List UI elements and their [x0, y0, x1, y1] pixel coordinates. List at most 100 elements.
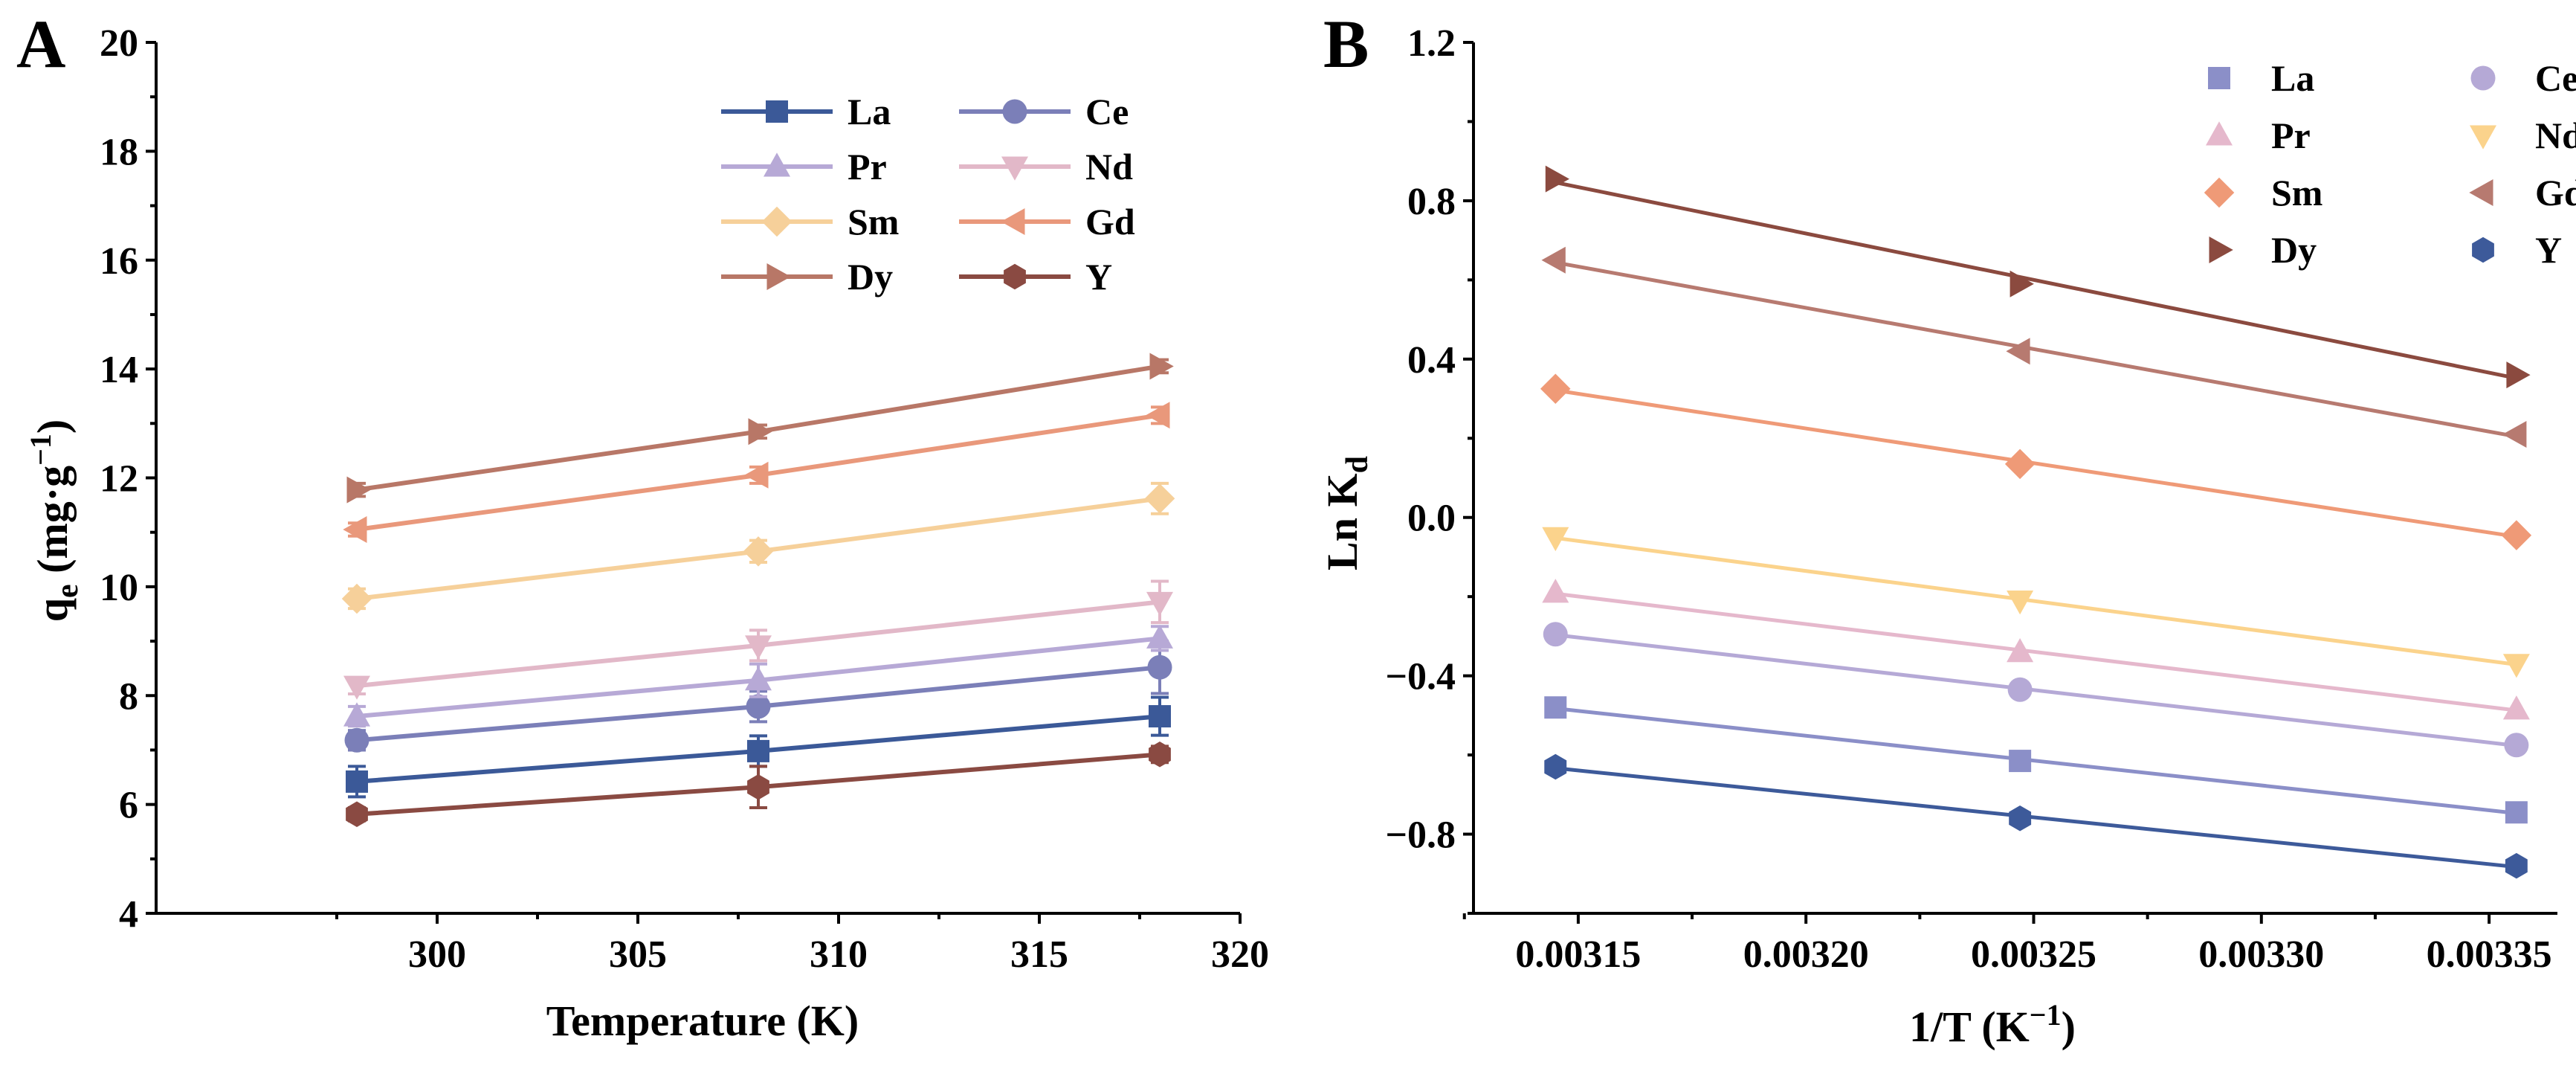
panel-a-point-nd	[745, 635, 772, 660]
panel-b-y-axis-title: Ln Kd	[1318, 456, 1375, 570]
panel-a-legend-marker	[1002, 99, 1027, 124]
panel-a-point-nd	[1146, 591, 1173, 617]
panel-b-legend-label: Dy	[2271, 229, 2317, 271]
panel-a-legend-item-sm: Sm	[721, 201, 899, 242]
panel-b-chart: B 0.00315 0.00320 0.00325 0.00330 0.00335 −0…	[1318, 6, 2576, 1051]
panel-b-legend-item-ce: Ce	[2470, 57, 2576, 99]
panel-a-legend-marker	[1004, 263, 1026, 290]
panel-a-point-dy	[346, 476, 371, 504]
panel-a-point-gd	[744, 461, 769, 489]
panel-b-legend-marker	[2208, 67, 2230, 89]
panel-a-y-tick-label: 14	[100, 349, 138, 391]
panel-b-legend-marker	[2470, 65, 2496, 91]
panel-a-series-sm	[341, 481, 1175, 614]
panel-a-point-la	[747, 739, 769, 762]
panel-b-point-nd	[1542, 527, 1569, 552]
panel-b-legend-item-nd: Nd	[2470, 115, 2576, 156]
panel-b-legend-item-dy: Dy	[2209, 229, 2317, 271]
panel-a-series-gd	[343, 402, 1170, 543]
panel-a-series-nd	[343, 579, 1173, 700]
panel-b-point-sm	[2004, 448, 2036, 480]
panel-b-legend-item-gd: Gd	[2469, 172, 2576, 213]
panel-b-legend-marker	[2204, 177, 2235, 208]
panel-a-point-ce	[1147, 654, 1172, 680]
panel-b-point-la	[1544, 696, 1567, 719]
panel-b-point-gd	[1541, 246, 1566, 274]
panel-a-legend-marker	[764, 152, 790, 177]
panel-a-letter: A	[16, 6, 65, 82]
panel-b-legend-item-sm: Sm	[2204, 172, 2322, 213]
panel-a-x-axis: 300 305 310 315 320	[335, 913, 1269, 976]
panel-b-point-ce	[1543, 622, 1568, 647]
panel-b-fit-line-dy	[1555, 180, 2517, 380]
panel-a-y-tick-label: 8	[119, 675, 138, 718]
panel-a-legend-label: Ce	[1085, 91, 1129, 132]
panel-a-legend-item-ce: Ce	[959, 91, 1129, 132]
panel-b-legend-marker	[2206, 121, 2233, 146]
panel-b-series-dy	[1545, 165, 2531, 389]
panel-b-point-dy	[2506, 361, 2531, 389]
panel-b-y-axis: −0.8 −0.4 0.0 0.4 0.8 1.2	[1385, 22, 1473, 915]
panel-a-x-tick-label: 300	[408, 933, 466, 976]
panel-b-x-tick-label: 0.00320	[1743, 933, 1869, 976]
panel-a-legend-label: Gd	[1085, 201, 1135, 242]
panel-a-x-tick-label: 315	[1010, 933, 1068, 976]
panel-a-legend-item-la: La	[721, 91, 891, 132]
panel-b-legend-label: Pr	[2271, 115, 2311, 156]
panel-b-x-tick-label: 0.00325	[1971, 933, 2096, 976]
panel-a-point-gd	[343, 516, 367, 543]
panel-b-letter: B	[1323, 6, 1369, 82]
panel-b-fit-line-nd	[1555, 536, 2517, 667]
panel-a-series-la	[346, 695, 1171, 799]
panel-a-point-sm	[743, 536, 774, 567]
panel-b-fit-line-pr	[1555, 591, 2517, 713]
panel-b-point-y	[1544, 753, 1567, 780]
panel-a-legend-label: Dy	[848, 256, 893, 298]
panel-a-point-la	[1149, 705, 1171, 728]
panel-b-series-ce	[1543, 622, 2529, 758]
panel-b-series-la	[1544, 696, 2528, 824]
panel-a-legend-item-pr: Pr	[721, 146, 887, 187]
panel-a-legend-label: La	[848, 91, 891, 132]
panel-b-legend-label: Y	[2535, 229, 2562, 271]
panel-a-y-axis-title: qe (mg·g−1)	[24, 419, 85, 623]
panel-a-legend-item-dy: Dy	[721, 256, 893, 298]
panel-b-y-tick-label: 0.0	[1407, 498, 1456, 540]
panel-b-series-nd	[1542, 527, 2530, 678]
panel-a-point-ce	[344, 727, 369, 753]
panel-a-legend-marker	[761, 206, 793, 237]
panel-b-legend-item-y: Y	[2472, 229, 2562, 271]
panel-a-legend-item-nd: Nd	[959, 146, 1133, 187]
panel-a-legend-item-gd: Gd	[959, 201, 1135, 242]
panel-a-x-axis-title: Temperature (K)	[546, 997, 859, 1045]
panel-b-point-y	[2009, 805, 2032, 832]
panel-b-fit-line-ce	[1555, 633, 2517, 748]
panel-b-series-gd	[1541, 246, 2527, 448]
panel-a-point-sm	[341, 583, 372, 614]
panel-a-point-la	[346, 770, 368, 793]
panel-b-x-tick-label: 0.00330	[2198, 933, 2324, 976]
panel-a-x-tick-label: 310	[810, 933, 868, 976]
panel-b-point-pr	[1542, 579, 1569, 603]
panel-a-legend-marker	[1001, 208, 1025, 235]
panel-b-point-gd	[2006, 338, 2030, 365]
panel-b-legend-label: Nd	[2535, 115, 2576, 156]
panel-b-point-nd	[2502, 654, 2530, 678]
panel-b-y-tick-label: 1.2	[1407, 22, 1456, 65]
panel-b-fit-line-y	[1555, 766, 2517, 869]
panel-b-point-nd	[2007, 591, 2034, 615]
panel-b-legend: La Ce Pr Nd Sm Gd Dy Y	[2204, 57, 2576, 271]
panel-b-x-tick-label: 0.00335	[2427, 933, 2552, 976]
panel-b-fit-line-gd	[1555, 260, 2517, 439]
panel-a-legend: La Ce Pr Nd Sm Gd Dy Y	[721, 91, 1135, 298]
panel-a-y-tick-label: 10	[100, 567, 138, 609]
panel-a-point-dy	[748, 418, 772, 446]
panel-a-point-pr	[745, 666, 772, 691]
panel-a-y-axis: 4 6 8 10 12 14 16 18 20	[100, 22, 156, 936]
panel-a-legend-marker	[1001, 156, 1028, 181]
panel-b-legend-marker	[2469, 179, 2493, 206]
panel-a-point-y	[747, 774, 769, 800]
panel-b-point-ce	[2007, 677, 2033, 702]
panel-b-y-tick-label: −0.4	[1385, 656, 1456, 698]
panel-b-x-axis: 0.00315 0.00320 0.00325 0.00330 0.00335	[1462, 913, 2552, 976]
